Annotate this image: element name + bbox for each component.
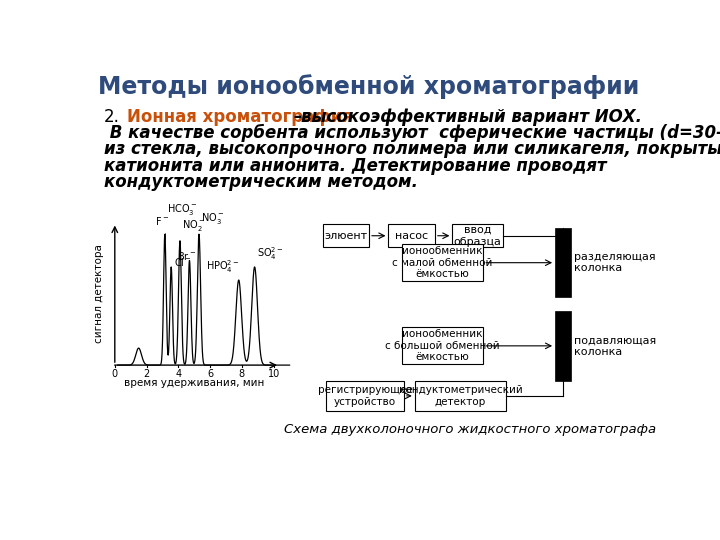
Text: –: – — [287, 108, 307, 126]
Bar — [388, 224, 435, 247]
Text: время удерживания, мин: время удерживания, мин — [124, 378, 264, 388]
Text: F$^-$: F$^-$ — [155, 215, 168, 227]
Bar — [555, 228, 570, 298]
Text: из стекла, высокопрочного полимера или силикагеля, покрытые слоем: из стекла, высокопрочного полимера или с… — [104, 140, 720, 159]
Text: катионита или анионита. Детектирование проводят: катионита или анионита. Детектирование п… — [104, 157, 606, 174]
Text: Br$^-$: Br$^-$ — [177, 250, 196, 262]
Text: HCO$_3^-$: HCO$_3^-$ — [167, 202, 197, 217]
Bar — [415, 381, 506, 410]
Text: 10: 10 — [268, 369, 280, 379]
Text: NO$_3^-$: NO$_3^-$ — [202, 212, 225, 226]
Text: ионообменник
с малой обменной
ёмкостью: ионообменник с малой обменной ёмкостью — [392, 246, 492, 279]
Text: 4: 4 — [175, 369, 181, 379]
Bar — [452, 224, 503, 247]
Text: SO$_4^{2-}$: SO$_4^{2-}$ — [257, 246, 284, 262]
Text: 0: 0 — [112, 369, 118, 379]
Bar — [402, 327, 483, 365]
Bar — [555, 311, 570, 381]
Text: В качестве сорбента используют  сферические частицы (d=30-40 мкм): В качестве сорбента используют сферическ… — [104, 124, 720, 143]
Text: ввод
образца: ввод образца — [454, 225, 501, 247]
Text: 8: 8 — [239, 369, 245, 379]
Text: 2.: 2. — [104, 108, 120, 126]
Text: высокоэффективный вариант ИОХ.: высокоэффективный вариант ИОХ. — [301, 108, 642, 126]
Text: элюент: элюент — [324, 231, 367, 241]
Text: кондуктометрическим методом.: кондуктометрическим методом. — [104, 173, 418, 191]
Text: HPO$_4^{2-}$: HPO$_4^{2-}$ — [206, 259, 240, 275]
Text: регистрирующее
устройство: регистрирующее устройство — [318, 385, 413, 407]
Text: подавляющая
колонка: подавляющая колонка — [575, 335, 657, 356]
Text: ионообменник
с большой обменной
ёмкостью: ионообменник с большой обменной ёмкостью — [385, 329, 500, 362]
Text: сигнал детектора: сигнал детектора — [94, 245, 104, 343]
Text: Cl$^-$: Cl$^-$ — [174, 256, 192, 268]
Text: насос: насос — [395, 231, 428, 241]
Text: NO$_2^-$: NO$_2^-$ — [182, 218, 206, 233]
Bar — [326, 381, 404, 410]
Text: Методы ионообменной хроматографии: Методы ионообменной хроматографии — [99, 74, 639, 99]
Text: кондуктометрический
детектор: кондуктометрический детектор — [399, 385, 522, 407]
Text: 2: 2 — [143, 369, 150, 379]
Text: Ионная хроматография: Ионная хроматография — [127, 108, 354, 126]
Text: Схема двухколоночного жидкостного хроматографа: Схема двухколоночного жидкостного хромат… — [284, 423, 656, 436]
Bar — [402, 244, 483, 281]
Text: 6: 6 — [207, 369, 213, 379]
Text: разделяющая
колонка: разделяющая колонка — [575, 252, 656, 273]
Bar — [323, 224, 369, 247]
